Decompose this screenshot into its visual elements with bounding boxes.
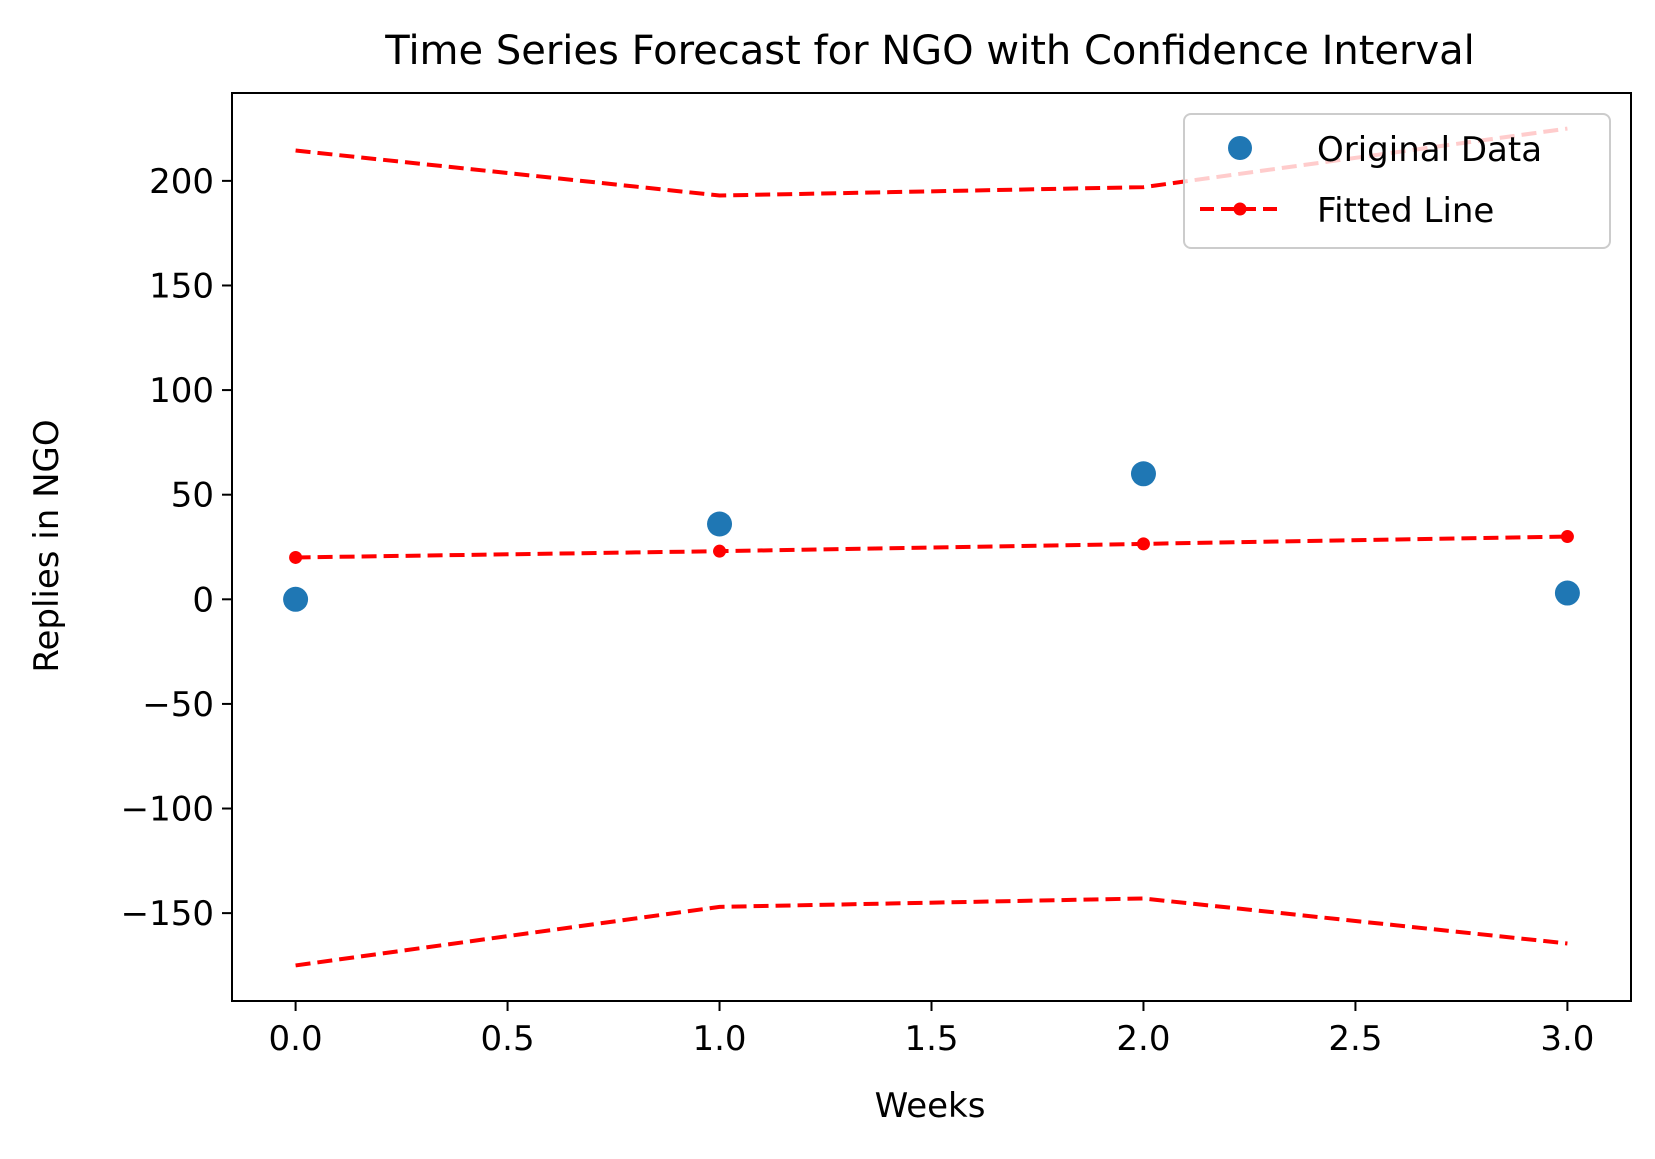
legend-label-fitted-line: Fitted Line — [1317, 191, 1494, 231]
y-axis-label: Replies in NGO — [27, 419, 67, 672]
x-axis-label: Weeks — [875, 1086, 986, 1126]
legend-label-original-data: Original Data — [1317, 130, 1542, 170]
x-tick-label: 3.0 — [1540, 1019, 1594, 1059]
y-tick-label: 100 — [149, 371, 214, 411]
chart-title: Time Series Forecast for NGO with Confid… — [384, 28, 1475, 74]
x-tick-label: 1.0 — [692, 1019, 746, 1059]
y-tick-label: 200 — [149, 162, 214, 202]
y-tick-label: 150 — [149, 266, 214, 306]
y-tick-label: 0 — [192, 580, 214, 620]
original-data-point — [283, 586, 309, 612]
legend-marker-original-data — [1228, 136, 1252, 160]
fitted-line-point — [1136, 537, 1150, 551]
original-data-point — [1554, 580, 1580, 606]
x-tick-label: 1.5 — [904, 1019, 958, 1059]
x-tick-label: 2.5 — [1328, 1019, 1382, 1059]
plot-area: 0.0 0.5 1.0 1.5 2.0 2.5 3.0 −150 −100 −50 0 50 100 15… — [121, 92, 1632, 1059]
y-tick-label: −150 — [121, 894, 214, 934]
lower-confidence-bound-line — [295, 896, 1568, 968]
y-tick-label: −50 — [142, 685, 214, 725]
x-tick-label: 0.0 — [269, 1019, 323, 1059]
y-tick-label: −100 — [121, 790, 214, 830]
fitted-line-point — [289, 550, 303, 564]
original-data-point — [707, 511, 733, 537]
y-tick-label: 50 — [171, 476, 214, 516]
fitted-line-line — [295, 534, 1568, 560]
legend: Original Data Fitted Line — [1183, 113, 1611, 249]
x-tick-label: 2.0 — [1116, 1019, 1170, 1059]
x-tick-label: 0.5 — [481, 1019, 535, 1059]
legend-box — [1183, 113, 1611, 249]
legend-marker-fitted-line — [1233, 202, 1247, 216]
original-data-point — [1130, 461, 1156, 487]
fitted-line-point — [1560, 530, 1574, 544]
fitted-line-point — [713, 544, 727, 558]
